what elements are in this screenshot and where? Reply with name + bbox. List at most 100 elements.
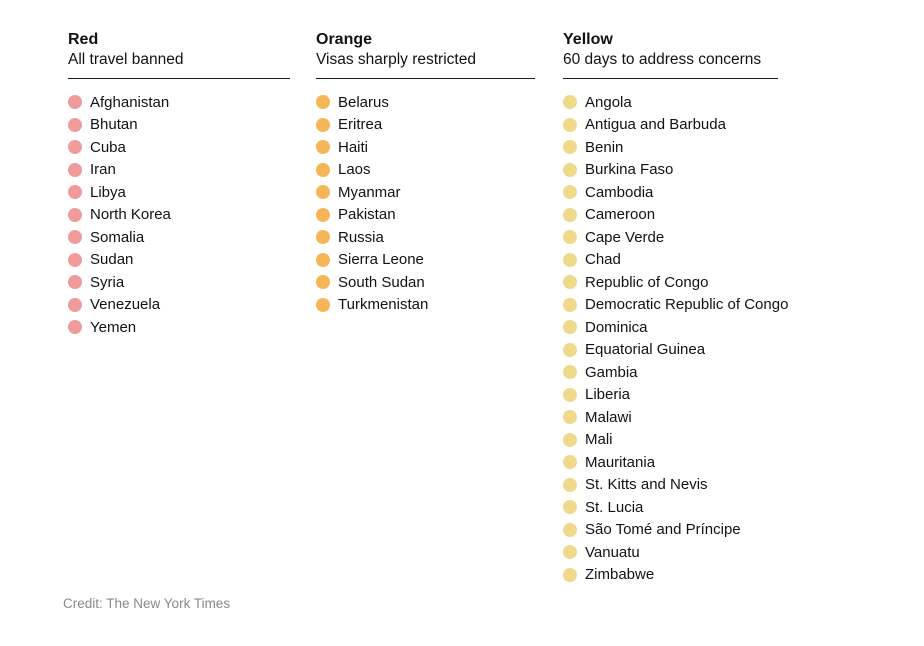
category-subtitle: Visas sharply restricted: [316, 51, 476, 68]
country-label: Belarus: [338, 93, 389, 111]
category-column: Orange Visas sharply restricted Belarus …: [316, 30, 535, 316]
country-list-item: Haiti: [316, 136, 535, 159]
country-label: Cameroon: [585, 206, 656, 224]
category-dot-icon: [316, 252, 330, 267]
category-dot-icon: [316, 185, 330, 200]
country-label: Benin: [585, 138, 624, 156]
country-label: Mauritania: [585, 453, 656, 471]
country-list-item: Syria: [68, 271, 290, 294]
category-dot-icon: [563, 387, 577, 402]
country-label: Bhutan: [90, 116, 138, 134]
category-dot-icon: [563, 365, 577, 380]
category-dot-icon: [563, 185, 577, 200]
country-list-item: St. Lucia: [563, 496, 778, 519]
category-dot-icon: [68, 185, 82, 200]
country-label: Gambia: [585, 363, 638, 381]
country-label: Malawi: [585, 408, 632, 426]
category-dot-icon: [316, 297, 330, 312]
country-list-item: Eritrea: [316, 114, 535, 137]
category-dot-icon: [563, 117, 577, 132]
category-dot-icon: [68, 230, 82, 245]
category-dot-icon: [563, 342, 577, 357]
country-list-item: Equatorial Guinea: [563, 339, 778, 362]
country-list-item: Vanuatu: [563, 541, 778, 564]
country-label: Dominica: [585, 318, 648, 336]
category-title: Red: [68, 31, 99, 48]
country-label: Venezuela: [90, 296, 161, 314]
country-list: Afghanistan Bhutan Cuba Iran Libya North…: [68, 91, 290, 339]
country-label: São Tomé and Príncipe: [585, 521, 741, 539]
country-label: St. Kitts and Nevis: [585, 476, 708, 494]
country-label: Chad: [585, 251, 621, 269]
category-dot-icon: [563, 140, 577, 155]
country-label: South Sudan: [338, 273, 425, 291]
category-dot-icon: [68, 275, 82, 290]
category-dot-icon: [563, 477, 577, 492]
country-label: Cambodia: [585, 183, 654, 201]
category-dot-icon: [316, 162, 330, 177]
country-label: Iran: [90, 161, 116, 179]
category-dot-icon: [563, 320, 577, 335]
country-label: Afghanistan: [90, 93, 170, 111]
category-dot-icon: [68, 297, 82, 312]
country-list-item: Malawi: [563, 406, 778, 429]
category-dot-icon: [316, 117, 330, 132]
country-list-item: Republic of Congo: [563, 271, 778, 294]
category-dot-icon: [563, 432, 577, 447]
category-dot-icon: [316, 95, 330, 110]
country-label: Myanmar: [338, 183, 401, 201]
country-list-item: Bhutan: [68, 114, 290, 137]
category-dot-icon: [563, 500, 577, 515]
category-dot-icon: [563, 522, 577, 537]
country-label: Burkina Faso: [585, 161, 674, 179]
category-dot-icon: [68, 95, 82, 110]
category-subtitle: All travel banned: [68, 51, 184, 68]
category-dot-icon: [316, 207, 330, 222]
country-label: Sudan: [90, 251, 134, 269]
country-list-item: St. Kitts and Nevis: [563, 474, 778, 497]
credit-line: Credit: The New York Times: [63, 596, 231, 611]
country-label: North Korea: [90, 206, 171, 224]
country-label: Sierra Leone: [338, 251, 424, 269]
category-dot-icon: [563, 95, 577, 110]
category-dot-icon: [563, 252, 577, 267]
country-list-item: Pakistan: [316, 204, 535, 227]
category-dot-icon: [68, 140, 82, 155]
category-dot-icon: [68, 117, 82, 132]
country-list-item: North Korea: [68, 204, 290, 227]
country-list-item: Democratic Republic of Congo: [563, 294, 788, 317]
country-label: Zimbabwe: [585, 566, 655, 584]
country-list-item: Russia: [316, 226, 535, 249]
column-divider: [68, 78, 290, 79]
country-list-item: Gambia: [563, 361, 778, 384]
country-list-item: Belarus: [316, 91, 535, 114]
country-list-item: Laos: [316, 159, 535, 182]
country-list-item: Turkmenistan: [316, 294, 535, 317]
country-label: Republic of Congo: [585, 273, 709, 291]
country-label: Pakistan: [338, 206, 396, 224]
country-label: Yemen: [90, 318, 137, 336]
country-label: Laos: [338, 161, 371, 179]
country-list-item: South Sudan: [316, 271, 535, 294]
country-label: Liberia: [585, 386, 631, 404]
category-title: Orange: [316, 31, 373, 48]
country-label: Eritrea: [338, 116, 383, 134]
country-list-item: Antigua and Barbuda: [563, 114, 778, 137]
category-dot-icon: [563, 275, 577, 290]
country-list-item: Mauritania: [563, 451, 778, 474]
country-label: Cuba: [90, 138, 126, 156]
country-label: Libya: [90, 183, 126, 201]
category-dot-icon: [563, 162, 577, 177]
category-dot-icon: [316, 230, 330, 245]
category-dot-icon: [316, 140, 330, 155]
country-list-item: Somalia: [68, 226, 290, 249]
category-dot-icon: [563, 567, 577, 582]
country-list-item: Burkina Faso: [563, 159, 778, 182]
category-dot-icon: [563, 207, 577, 222]
country-label: Equatorial Guinea: [585, 341, 706, 359]
category-dot-icon: [68, 207, 82, 222]
country-label: Syria: [90, 273, 125, 291]
country-label: Antigua and Barbuda: [585, 116, 726, 134]
category-dot-icon: [68, 252, 82, 267]
category-subtitle: 60 days to address concerns: [563, 51, 762, 68]
